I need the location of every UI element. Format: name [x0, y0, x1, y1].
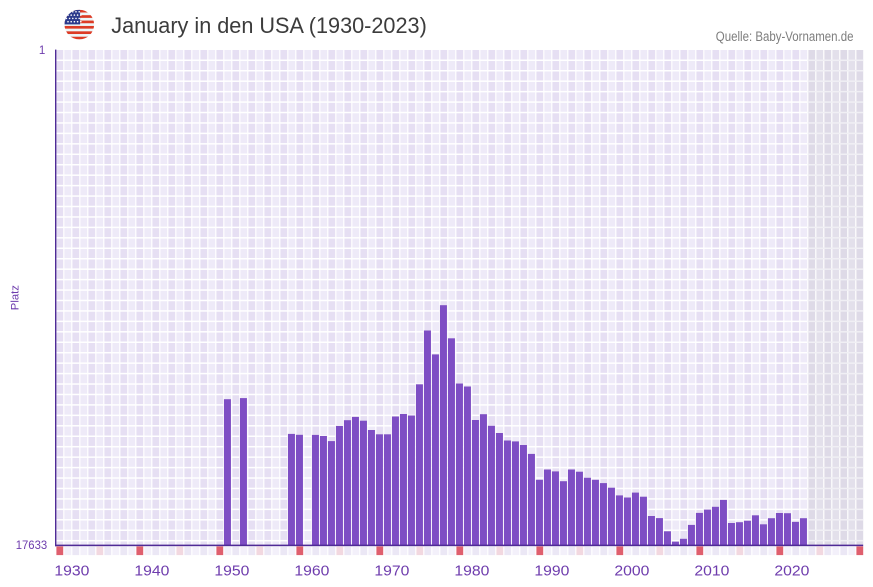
svg-text:Platz: Platz [9, 285, 21, 310]
svg-text:1980: 1980 [454, 563, 489, 580]
svg-text:January in den USA (1930-2023): January in den USA (1930-2023) [111, 13, 427, 38]
svg-text:Quelle: Baby-Vornamen.de: Quelle: Baby-Vornamen.de [716, 29, 854, 45]
svg-text:1950: 1950 [214, 563, 249, 580]
svg-text:2020: 2020 [774, 563, 809, 580]
svg-text:1: 1 [39, 45, 45, 57]
svg-text:1940: 1940 [134, 563, 169, 580]
svg-text:1960: 1960 [294, 563, 329, 580]
svg-text:1930: 1930 [54, 563, 89, 580]
svg-text:1970: 1970 [374, 563, 409, 580]
svg-text:2000: 2000 [614, 563, 649, 580]
svg-text:17633: 17633 [16, 538, 48, 552]
svg-text:2010: 2010 [694, 563, 729, 580]
svg-text:1990: 1990 [534, 563, 569, 580]
